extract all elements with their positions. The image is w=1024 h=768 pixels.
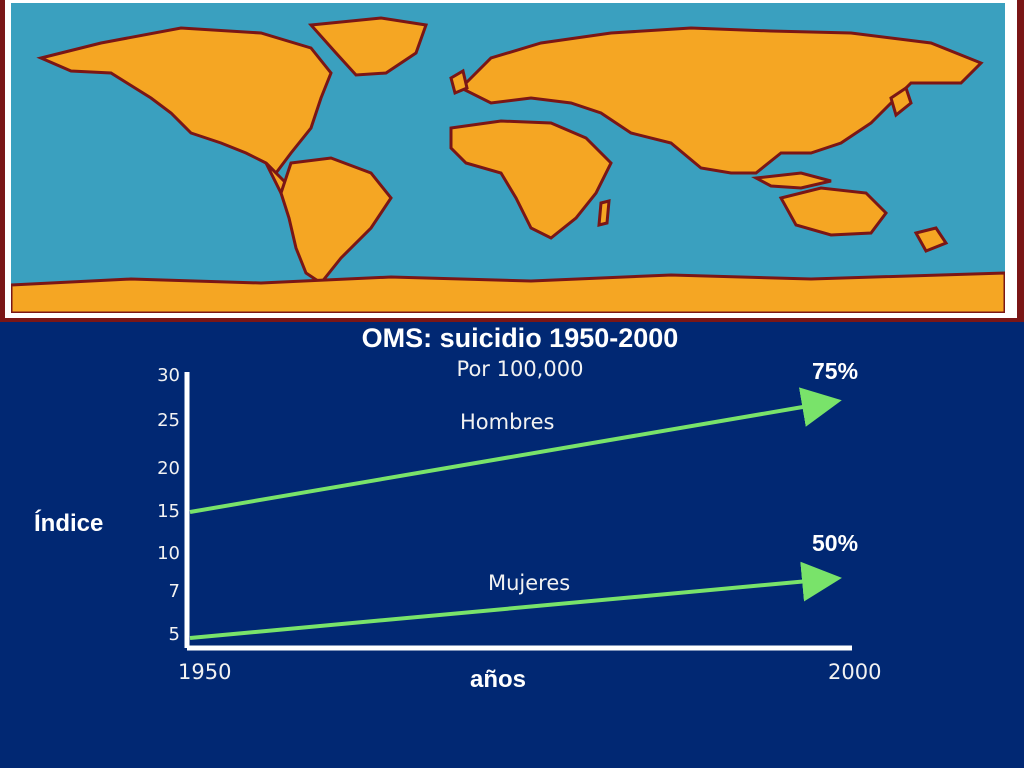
africa [449,119,613,240]
antarctica [11,271,1005,313]
mujeres-change-label: 50% [812,530,859,556]
chart-subtitle: Por 100,000 [456,357,584,381]
y-tick-label: 20 [157,458,180,479]
map-frame [0,0,1024,322]
x-axis-title: años [470,666,527,693]
chart-title: OMS: suicidio 1950-2000 [361,323,679,353]
series-label-hombres: Hombres [460,410,555,434]
chart-plot-area [184,372,852,651]
series-line-mujeres [189,561,842,640]
japan [889,85,913,118]
series-label-mujeres: Mujeres [488,571,571,595]
y-tick-label: 5 [168,624,180,645]
y-tick-label: 30 [157,365,180,386]
hombres-change-label: 75% [812,358,859,384]
y-tick-label: 15 [157,501,180,522]
series-line-hombres [189,387,842,514]
eurasia [458,26,984,175]
south-america [279,156,393,286]
greenland [307,16,429,77]
world-map [11,3,1005,313]
indonesia [751,171,832,190]
new-zealand [913,226,949,253]
y-tick-label: 10 [157,543,180,564]
x-tick-label: 1950 [178,660,232,684]
y-axis-title: Índice [34,510,104,537]
y-tick-label: 7 [168,581,180,602]
madagascar [597,199,611,227]
x-tick-label: 2000 [828,660,882,684]
y-tick-label: 25 [157,410,180,431]
uk [449,68,469,96]
australia [778,186,888,237]
